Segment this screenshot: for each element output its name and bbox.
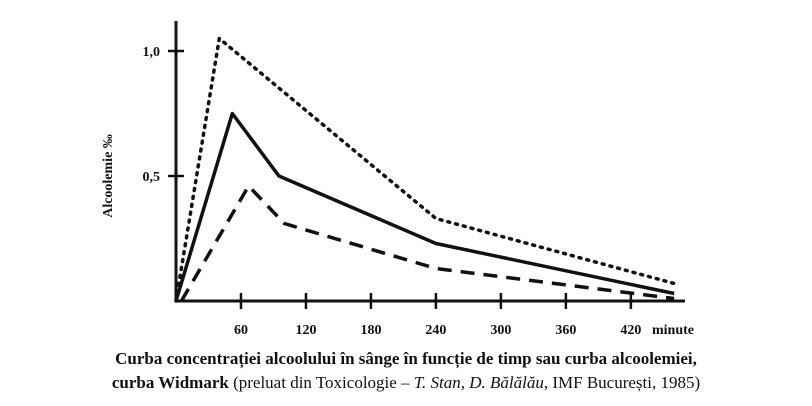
x-axis-unit: minute: [652, 323, 694, 338]
caption-line-1: Curba concentrației alcoolului în sânge …: [115, 349, 697, 368]
y-tick-label-0,5: 0,5: [143, 170, 161, 185]
y-tick-label-1,0: 1,0: [143, 45, 161, 60]
series-layer: [174, 36, 676, 303]
caption-source-prefix: (preluat din Toxicologie –: [228, 373, 414, 392]
series-dotted-line: [174, 36, 676, 303]
x-tick-label-180: 180: [360, 323, 381, 338]
ticks: 60 120 180 240 300 360 420 0,5 1,0: [143, 45, 642, 338]
axes: [174, 21, 686, 303]
x-tick-label-240: 240: [425, 323, 446, 338]
caption-line-2: curba Widmark (preluat din Toxicologie –…: [0, 372, 812, 394]
series-dashed-line: [179, 184, 675, 302]
x-tick-label-360: 360: [555, 323, 576, 338]
x-tick-label-420: 420: [620, 323, 641, 338]
x-tick-label-60: 60: [234, 323, 248, 338]
caption-widmark: curba Widmark: [111, 373, 229, 392]
y-axis-title: Alcoolemie ‰: [101, 134, 116, 218]
x-tick-label-120: 120: [295, 323, 316, 338]
series-solid-line: [174, 111, 675, 302]
caption-source-suffix: , IMF București, 1985): [543, 373, 701, 392]
x-tick-label-300: 300: [490, 323, 511, 338]
caption-authors: T. Stan, D. Bălălău: [413, 373, 544, 392]
